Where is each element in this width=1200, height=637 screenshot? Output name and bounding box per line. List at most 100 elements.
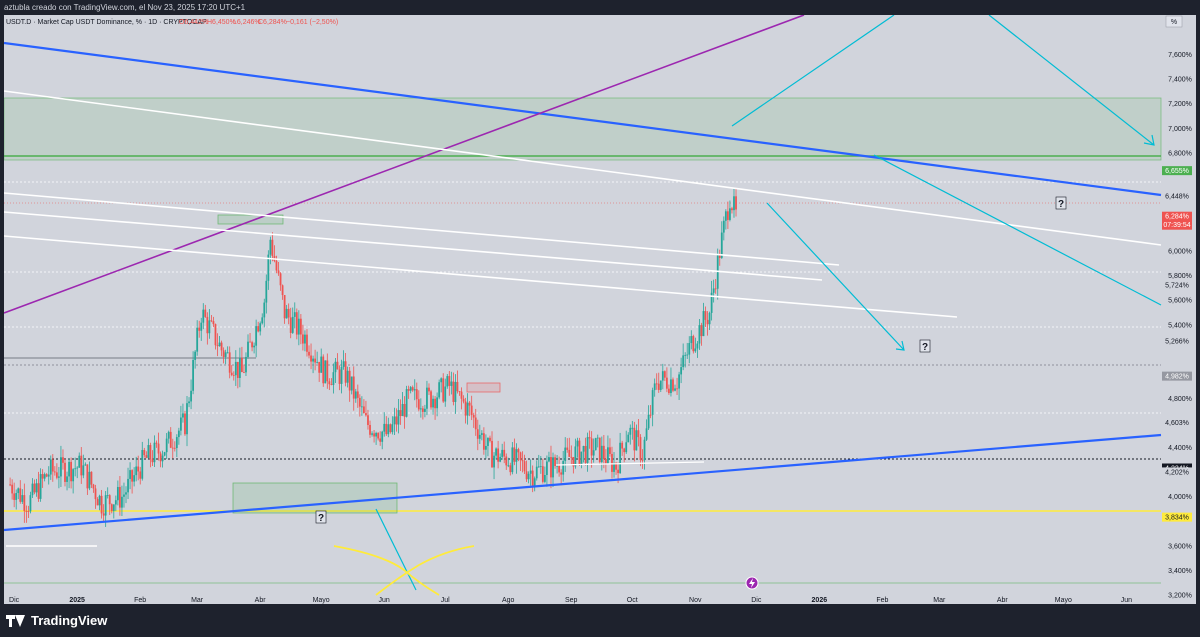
price-level-tag[interactable] xyxy=(1162,418,1192,428)
price-level-tag[interactable] xyxy=(1162,166,1192,176)
candle-body xyxy=(430,391,432,408)
time-tick-label: Dic xyxy=(751,597,762,604)
trendline-blue-upper[interactable] xyxy=(3,41,1162,197)
candle-body xyxy=(434,398,436,409)
candle-body xyxy=(625,442,628,453)
candle-body xyxy=(365,413,367,416)
price-level-tag[interactable] xyxy=(1162,280,1192,290)
projection-arrows[interactable] xyxy=(375,14,1162,591)
candle-body xyxy=(482,433,485,450)
candle-body xyxy=(729,208,731,220)
candle-body xyxy=(348,370,351,391)
candle-body xyxy=(497,448,500,462)
event-lightning-icon[interactable] xyxy=(745,576,759,590)
price-tick-label: 7,000% xyxy=(1168,126,1192,133)
candle-body xyxy=(238,358,241,378)
candle-body xyxy=(578,440,581,465)
resistance-zone[interactable] xyxy=(3,97,1162,161)
candle-body xyxy=(657,383,660,390)
price-level-tag[interactable] xyxy=(1162,336,1192,346)
annotation-question-2[interactable]: ? xyxy=(919,339,931,353)
candle-body xyxy=(665,377,668,389)
trendline-white-3[interactable] xyxy=(3,211,823,281)
candle-body xyxy=(387,424,390,435)
price-level-tag[interactable] xyxy=(1162,467,1192,477)
candle-body xyxy=(489,437,491,441)
candle-body xyxy=(210,320,213,322)
candle-body xyxy=(464,401,467,416)
annotation-question-1[interactable]: ? xyxy=(1055,196,1067,210)
time-axis[interactable]: Dic 2025 Feb Mar Abr Mayo Jun Jul Ago Sep Oct Nov Di… xyxy=(9,597,1132,604)
price-axis[interactable]: 3,200% 3,400% 3,600% 4,000% 4,400% 4,800% 5,40… xyxy=(1162,52,1192,600)
trendline-white-short[interactable] xyxy=(555,461,705,466)
candle-body xyxy=(558,465,561,473)
candle-body xyxy=(82,465,85,476)
red-zone-box[interactable] xyxy=(466,382,501,393)
candle-body xyxy=(411,387,414,391)
candle-body xyxy=(415,389,418,400)
candle-body xyxy=(373,433,375,437)
candle-body xyxy=(119,486,121,508)
candle-body xyxy=(167,431,170,439)
price-level-tag[interactable] xyxy=(1162,512,1192,522)
trendline-white-1[interactable] xyxy=(3,90,1162,246)
candle-body xyxy=(137,466,140,472)
candle-body xyxy=(127,478,129,493)
candle-body xyxy=(661,371,664,381)
candle-body xyxy=(419,408,422,410)
yellow-cross-drawing[interactable] xyxy=(333,545,475,596)
trendline-white-4[interactable] xyxy=(3,235,958,318)
candle-body xyxy=(541,466,544,482)
candle-body xyxy=(580,451,583,465)
candle-body xyxy=(529,470,532,474)
candle-body xyxy=(474,417,477,430)
candle-body xyxy=(220,342,223,351)
unit-label: % xyxy=(1171,19,1177,26)
candle-body xyxy=(9,484,12,486)
arrow-top-right xyxy=(988,14,1155,146)
price-tick-label: 3,400% xyxy=(1168,568,1192,575)
annotation-question-3[interactable]: ? xyxy=(315,510,327,524)
candle-body xyxy=(94,488,97,500)
price-tick-label: 4,000% xyxy=(1168,494,1192,501)
candle-body xyxy=(214,324,217,346)
footer-bar: TradingView xyxy=(0,604,1200,637)
candle-body xyxy=(509,465,512,473)
arrow-down-mid xyxy=(766,202,905,351)
trendline-white-2[interactable] xyxy=(3,192,840,266)
candle-body xyxy=(224,352,227,357)
chart-area[interactable]: ? ? ? USDT.D · Market Cap USDT Dominance… xyxy=(3,14,1196,610)
candle-body xyxy=(511,447,514,473)
candle-body xyxy=(39,474,42,499)
price-level-label: 6,448% xyxy=(1165,194,1189,201)
candle-body xyxy=(627,434,630,443)
candle-body xyxy=(295,312,298,335)
unit-box[interactable] xyxy=(1165,15,1183,28)
candle-body xyxy=(263,302,266,318)
candle-body xyxy=(206,316,209,334)
candle-body xyxy=(726,211,729,220)
candle-body xyxy=(112,504,115,512)
candle-body xyxy=(291,316,294,333)
price-level-tag[interactable] xyxy=(1162,371,1192,381)
price-level-tag[interactable] xyxy=(1162,191,1192,201)
candle-body xyxy=(503,449,506,457)
trendline-purple[interactable] xyxy=(3,14,805,314)
candle-body xyxy=(277,270,280,274)
candle-body xyxy=(659,380,662,390)
price-chart[interactable]: ? ? ? USDT.D · Market Cap USDT Dominance… xyxy=(3,14,1196,610)
price-level-tag[interactable] xyxy=(1162,211,1192,230)
time-tick-label: Jun xyxy=(1121,597,1132,604)
candle-body xyxy=(450,381,453,386)
tradingview-logo[interactable]: TradingView xyxy=(6,613,107,628)
candle-body xyxy=(499,456,502,462)
trendline-blue-lower[interactable] xyxy=(3,433,1162,532)
candle-body xyxy=(379,438,382,442)
candle-body xyxy=(17,488,20,494)
price-level-label: 6,655% xyxy=(1165,168,1189,175)
candle-body xyxy=(515,449,518,462)
candle-body xyxy=(293,312,296,317)
candle-body xyxy=(676,388,678,390)
candle-body xyxy=(151,459,154,463)
candle-body xyxy=(338,369,341,384)
